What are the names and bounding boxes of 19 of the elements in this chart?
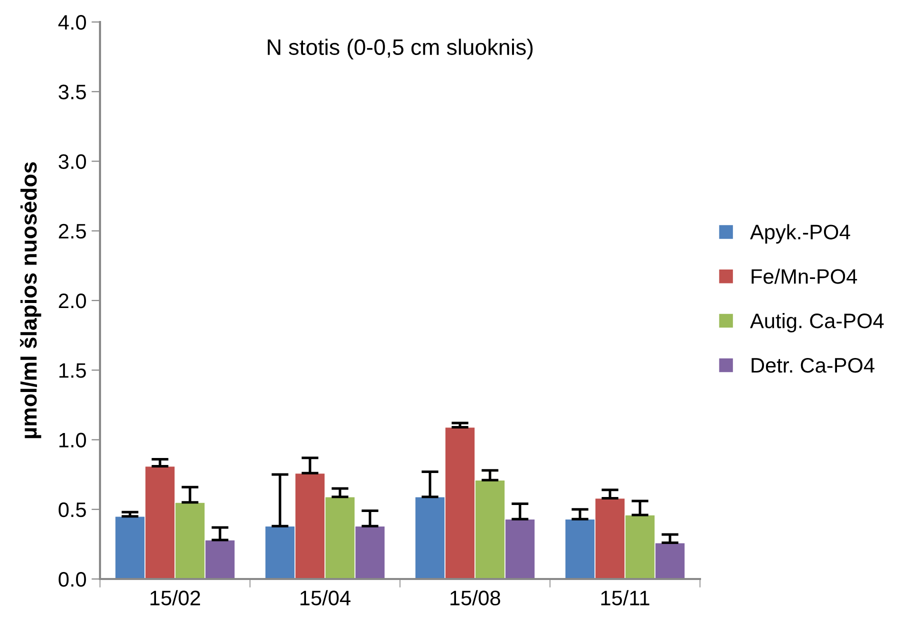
x-tick-label: 15/11 bbox=[601, 590, 650, 606]
y-tick-label: 3.5 bbox=[58, 84, 86, 100]
y-tick-label: 2.0 bbox=[58, 294, 86, 308]
legend-label: Apyk.-PO4 bbox=[750, 224, 850, 244]
y-tick-label: 2.5 bbox=[58, 224, 86, 239]
text: N stotis (0-0,5 cm sluoknis) bbox=[268, 38, 533, 60]
y-tick-label: 4.0 bbox=[58, 15, 86, 30]
legend-label: Fe/Mn-PO4 bbox=[752, 268, 858, 284]
x-tick-label: 15/02 bbox=[150, 590, 200, 606]
y-tick-label: 0.0 bbox=[58, 572, 86, 587]
y-tick-label: 3.0 bbox=[58, 154, 86, 170]
y-tick-label: 1.5 bbox=[59, 363, 86, 378]
y-axis-title: µmol/ml šlapios nuosėdos bbox=[20, 162, 42, 438]
legend-label: Autig. Ca-PO4 bbox=[750, 313, 884, 332]
x-tick-label: 15/08 bbox=[450, 590, 500, 606]
legend-label: Detr. Ca-PO4 bbox=[752, 358, 874, 373]
y-tick-label: 0.5 bbox=[58, 502, 86, 518]
y-tick-label: 1.0 bbox=[59, 432, 86, 448]
x-tick-label: 15/04 bbox=[300, 590, 350, 606]
